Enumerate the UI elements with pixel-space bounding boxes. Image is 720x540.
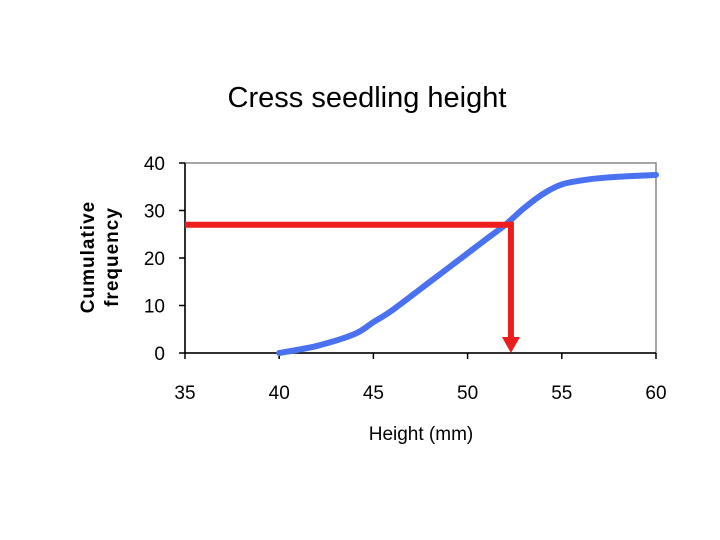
x-tick-label: 60 bbox=[645, 383, 666, 404]
y-axis-label-line-2: frequency bbox=[102, 207, 123, 307]
reading-arrow-head bbox=[501, 337, 520, 353]
tick-labels: 0 10 20 30 40 35 40 45 50 55 60 bbox=[144, 154, 667, 404]
x-tick-label: 50 bbox=[457, 383, 478, 404]
annotations bbox=[185, 221, 520, 353]
y-tick-label: 40 bbox=[144, 154, 165, 175]
y-axis-label: Cumulative frequency bbox=[78, 201, 123, 313]
y-tick-label: 10 bbox=[144, 297, 165, 318]
y-tick-label: 20 bbox=[144, 249, 165, 270]
x-tick-label: 40 bbox=[269, 383, 290, 404]
y-tick-label: 30 bbox=[144, 202, 165, 223]
x-tick-label: 35 bbox=[174, 383, 195, 404]
axes bbox=[179, 162, 657, 359]
x-tick-label: 55 bbox=[551, 383, 572, 404]
series-layer bbox=[276, 171, 659, 356]
y-axis-label-line-1: Cumulative bbox=[78, 201, 99, 313]
cumulative-frequency-curve bbox=[276, 171, 659, 356]
y-tick-label: 0 bbox=[154, 344, 165, 365]
x-tick-label: 45 bbox=[363, 383, 384, 404]
x-axis-label: Height (mm) bbox=[369, 424, 474, 445]
chart-title: Cress seedling height bbox=[228, 82, 507, 114]
plot-frame bbox=[184, 162, 657, 354]
